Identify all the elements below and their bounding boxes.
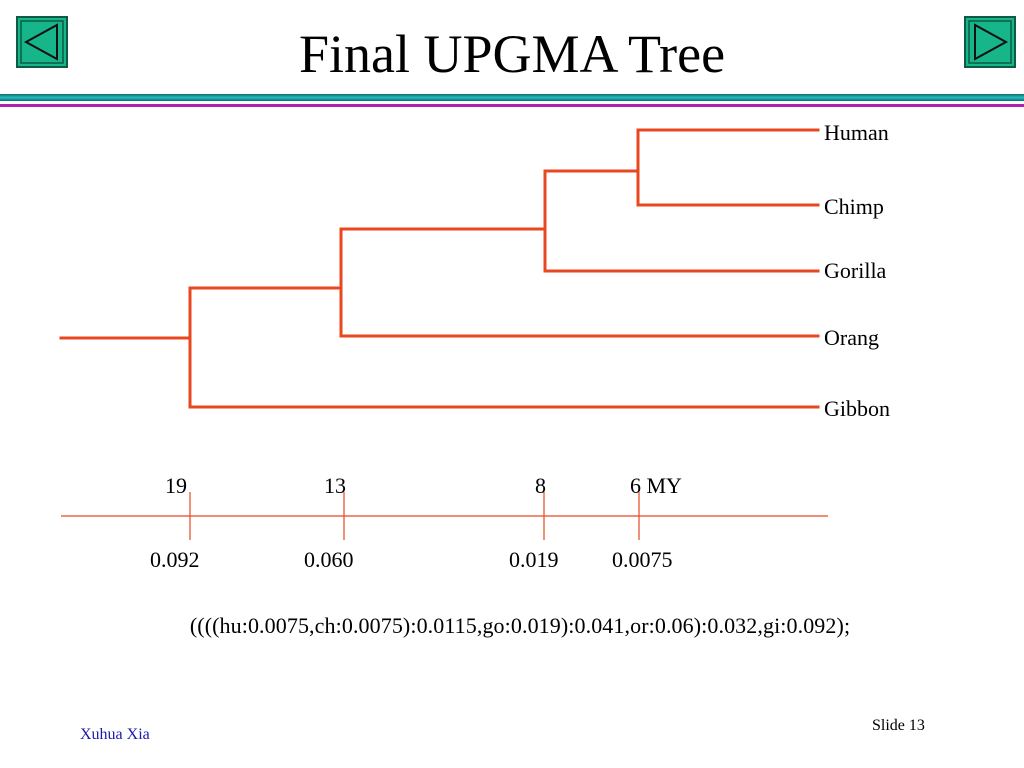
distance-label-0-092: 0.092: [150, 547, 200, 572]
next-slide-button[interactable]: [964, 16, 1016, 68]
taxon-label-gorilla: Gorilla: [824, 258, 887, 283]
taxon-label-orang: Orang: [824, 325, 879, 350]
time-label-8: 8: [535, 473, 546, 498]
newick-string: ((((hu:0.0075,ch:0.0075):0.0115,go:0.019…: [189, 613, 851, 638]
header-rule-magenta: [0, 104, 1024, 107]
taxon-label-chimp: Chimp: [824, 194, 884, 219]
header-rule-teal: [0, 94, 1024, 101]
time-label-6-my: 6 MY: [630, 473, 682, 498]
left-arrow-icon: [16, 16, 68, 68]
distance-label-0-019: 0.019: [509, 547, 559, 572]
right-arrow-icon: [964, 16, 1016, 68]
time-label-13: 13: [324, 473, 346, 498]
slide-number: Slide 13: [872, 717, 925, 734]
distance-label-0-0075: 0.0075: [612, 547, 673, 572]
taxon-label-human: Human: [824, 120, 889, 145]
previous-slide-button[interactable]: [16, 16, 68, 68]
slide-title: Final UPGMA Tree: [298, 24, 726, 84]
distance-label-0-060: 0.060: [304, 547, 354, 572]
taxon-label-gibbon: Gibbon: [824, 396, 890, 421]
time-label-19: 19: [165, 473, 187, 498]
footer-author: Xuhua Xia: [80, 726, 150, 743]
